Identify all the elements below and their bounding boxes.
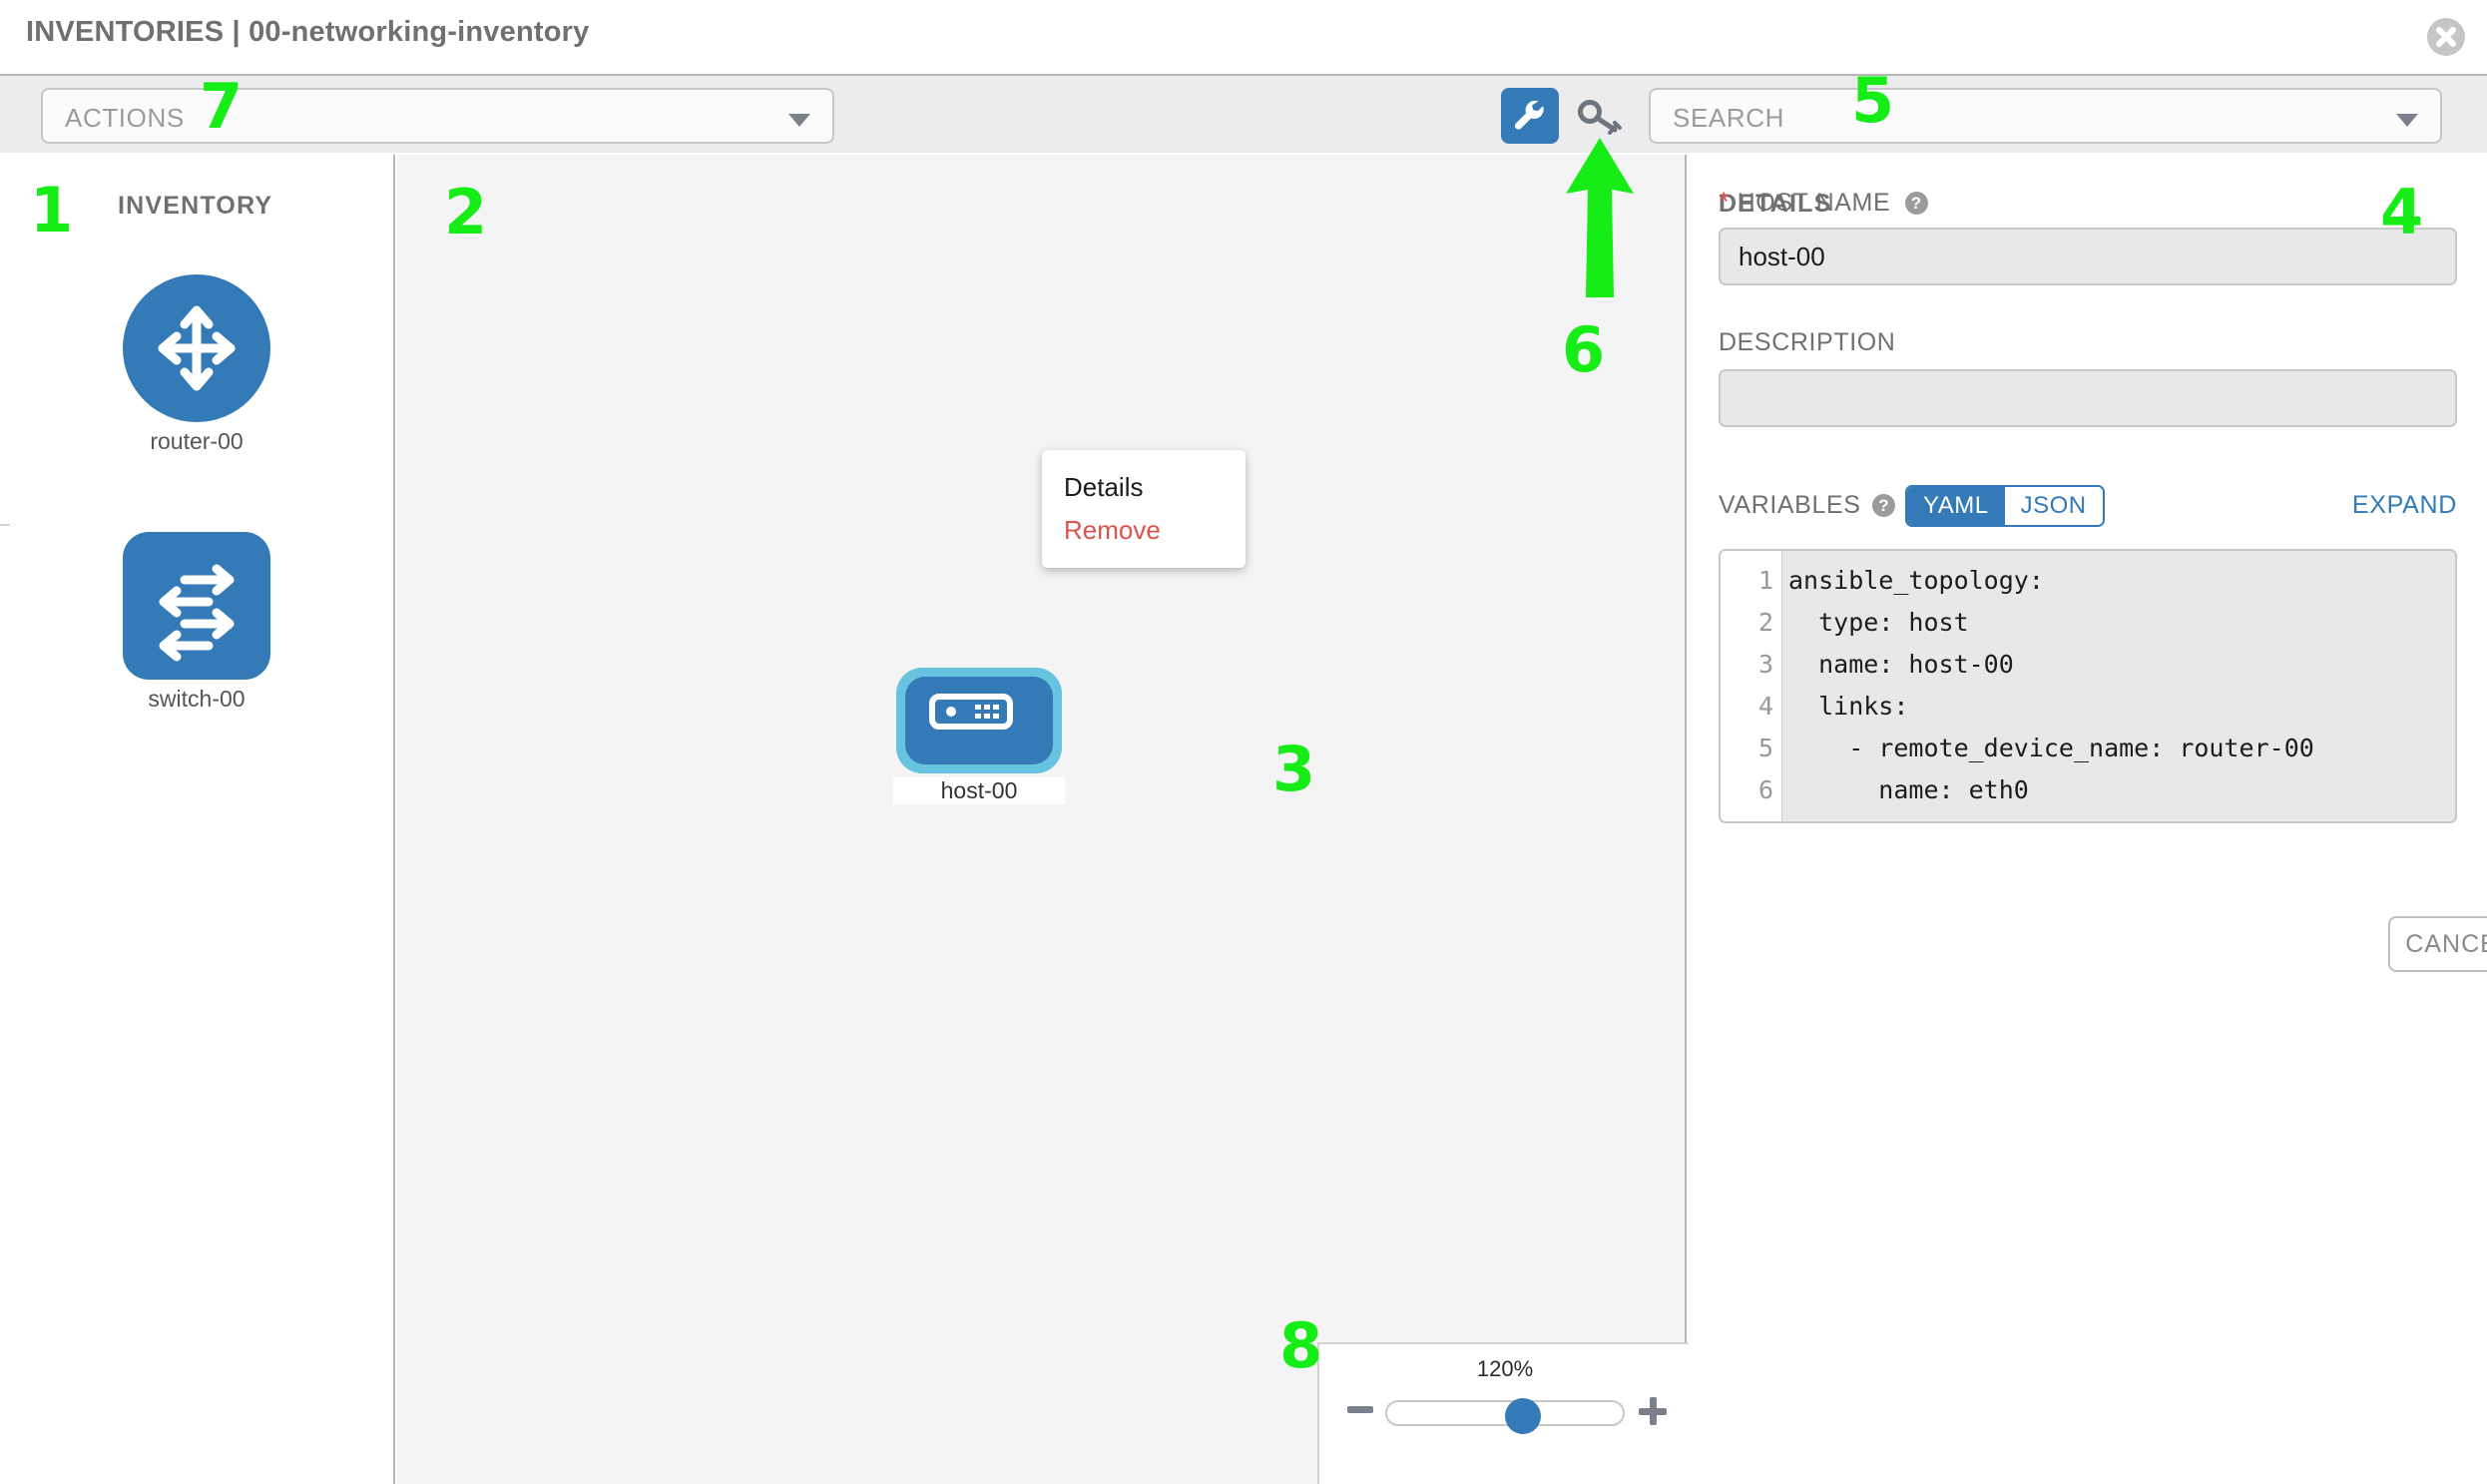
- code-line: remote_interface_name: eth0: [1788, 811, 2455, 821]
- cancel-button[interactable]: CANCEL: [2388, 916, 2487, 972]
- editor-line-numbers: 1 2 3 4 5 6 7: [1721, 551, 1782, 821]
- inventory-item-label: router-00: [150, 428, 244, 454]
- switch-icon[interactable]: [123, 532, 270, 680]
- details-panel: DETAILS * HOST NAME ? DESCRIPTION VARIAB…: [1689, 155, 2487, 1484]
- actions-dropdown-label: ACTIONS: [65, 103, 185, 133]
- code-line: name: host-00: [1788, 650, 2014, 679]
- toggle-json[interactable]: JSON: [2004, 487, 2103, 525]
- topology-canvas[interactable]: host-00 Details Remove: [397, 155, 1687, 1484]
- code-line: - remote_device_name: router-00: [1788, 734, 2314, 762]
- description-label-text: DESCRIPTION: [1719, 328, 1896, 356]
- variables-format-toggle[interactable]: YAML JSON: [1905, 485, 2105, 527]
- variables-row: VARIABLES ? YAML JSON EXPAND: [1719, 485, 2457, 531]
- chevron-down-icon: [788, 114, 810, 127]
- actions-dropdown[interactable]: ACTIONS: [41, 88, 834, 144]
- help-icon[interactable]: ?: [1904, 192, 1928, 215]
- zoom-in-button[interactable]: [1639, 1397, 1667, 1425]
- host-name-label-text: HOST NAME: [1737, 189, 1891, 217]
- inventory-divider: [0, 524, 10, 526]
- chevron-down-icon: [2396, 114, 2418, 127]
- variables-label: VARIABLES: [1719, 491, 1861, 519]
- zoom-slider-thumb[interactable]: [1505, 1398, 1541, 1434]
- line-number: 7: [1721, 811, 1781, 821]
- node-context-menu[interactable]: Details Remove: [1042, 450, 1245, 568]
- line-number: 6: [1757, 775, 1773, 804]
- inventory-item-label: switch-00: [148, 686, 246, 712]
- required-marker: *: [1719, 187, 1731, 217]
- key-icon[interactable]: [1575, 96, 1623, 138]
- wrench-icon[interactable]: [1501, 88, 1559, 144]
- window-titlebar: INVENTORIES | 00-networking-inventory: [0, 0, 2487, 74]
- editor-code-area[interactable]: ansible_topology: type: host name: host-…: [1782, 551, 2455, 821]
- code-line: name: eth0: [1788, 775, 2029, 804]
- node-label: host-00: [893, 777, 1065, 804]
- line-number: 1: [1757, 566, 1773, 595]
- toolbar: ACTIONS SEARCH: [0, 74, 2487, 153]
- code-line: type: host: [1788, 608, 1969, 637]
- zoom-slider[interactable]: [1385, 1398, 1625, 1434]
- details-panel-title: DETAILS: [1719, 190, 1832, 218]
- server-icon: [929, 694, 1013, 735]
- variables-editor[interactable]: 1 2 3 4 5 6 7 ansible_topology: type: ho…: [1719, 549, 2457, 823]
- line-number: 3: [1757, 650, 1773, 679]
- inventory-panel: INVENTORY router-00: [0, 155, 395, 1484]
- line-number: 4: [1757, 692, 1773, 721]
- host-name-label: * HOST NAME ?: [1719, 187, 1928, 218]
- line-number: 5: [1757, 734, 1773, 762]
- router-icon[interactable]: [123, 274, 270, 422]
- toggle-yaml[interactable]: YAML: [1907, 487, 2005, 525]
- description-input[interactable]: [1719, 369, 2457, 427]
- zoom-out-button[interactable]: [1347, 1406, 1373, 1413]
- page-title: INVENTORIES | 00-networking-inventory: [26, 16, 590, 48]
- context-menu-item-details[interactable]: Details: [1064, 472, 1144, 502]
- inventory-panel-title: INVENTORY: [118, 192, 273, 220]
- search-input-placeholder: SEARCH: [1673, 103, 1784, 133]
- help-icon[interactable]: ?: [1871, 494, 1895, 517]
- zoom-percent-label: 120%: [1476, 1356, 1534, 1381]
- code-line: links:: [1788, 692, 1909, 721]
- zoom-control: 120%: [1317, 1342, 1689, 1484]
- code-line: ansible_topology:: [1788, 566, 2044, 595]
- description-label: DESCRIPTION: [1719, 328, 1895, 357]
- canvas-node-host[interactable]: host-00: [893, 668, 1065, 804]
- expand-link[interactable]: EXPAND: [2351, 491, 2457, 519]
- search-field[interactable]: SEARCH: [1649, 88, 2442, 144]
- host-name-input[interactable]: [1719, 228, 2457, 285]
- line-number: 2: [1757, 608, 1773, 637]
- zoom-slider-row: [1319, 1392, 1691, 1438]
- context-menu-item-remove[interactable]: Remove: [1064, 515, 1161, 545]
- close-icon[interactable]: [2427, 18, 2465, 56]
